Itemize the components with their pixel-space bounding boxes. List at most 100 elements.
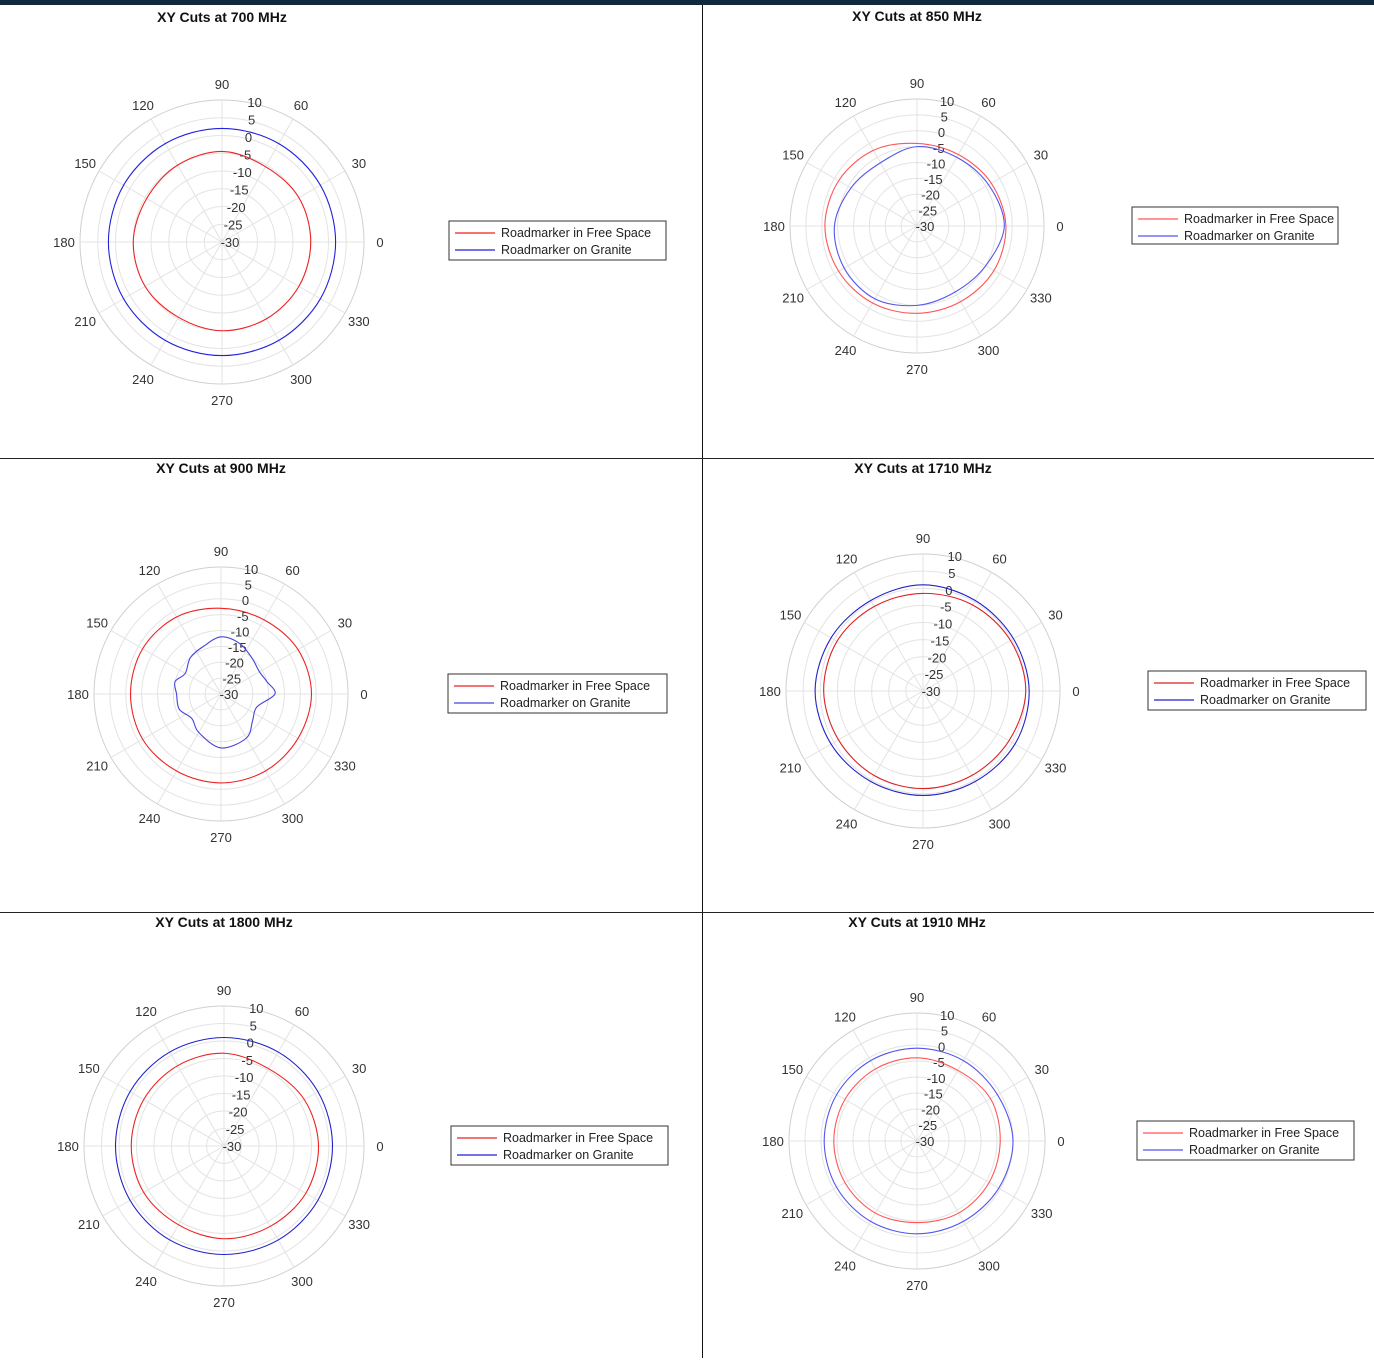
radial-tick-label: -30 bbox=[916, 219, 935, 234]
grid-spoke bbox=[102, 1075, 225, 1147]
legend: Roadmarker in Free Space Roadmarker on Gr… bbox=[1136, 1120, 1355, 1161]
grid-spoke bbox=[916, 162, 1028, 227]
radial-tick-label: -15 bbox=[228, 640, 247, 655]
angle-tick-label: 210 bbox=[74, 314, 96, 329]
series-granite-line bbox=[814, 584, 1030, 797]
chart-title: XY Cuts at 1910 MHz bbox=[848, 914, 985, 930]
grid-spoke bbox=[805, 1140, 918, 1206]
grid-spoke bbox=[806, 162, 918, 227]
radial-tick-label: -15 bbox=[232, 1087, 251, 1102]
angle-tick-label: 90 bbox=[214, 544, 228, 559]
radial-tick-label: -25 bbox=[222, 671, 241, 686]
legend-label: Roadmarker in Free Space bbox=[1200, 676, 1350, 690]
radial-tick-label: -5 bbox=[240, 148, 252, 163]
radial-tick-label: 0 bbox=[945, 583, 952, 598]
grid-spoke bbox=[221, 241, 346, 314]
angle-tick-label: 210 bbox=[782, 291, 804, 306]
grid-spoke bbox=[220, 693, 285, 805]
legend-label: Roadmarker in Free Space bbox=[501, 226, 651, 240]
grid-spoke bbox=[223, 1145, 346, 1217]
angle-tick-label: 150 bbox=[780, 608, 802, 623]
angle-tick-label: 150 bbox=[782, 148, 804, 163]
angle-tick-label: 270 bbox=[211, 393, 233, 408]
legend-label: Roadmarker on Granite bbox=[501, 243, 632, 257]
angle-tick-label: 30 bbox=[1048, 608, 1062, 623]
horizontal-divider-1 bbox=[0, 458, 1374, 459]
grid-spoke bbox=[220, 583, 285, 695]
angle-tick-label: 150 bbox=[74, 156, 96, 171]
radial-tick-label: -15 bbox=[230, 183, 249, 198]
angle-tick-label: 30 bbox=[1034, 148, 1048, 163]
grid-spoke bbox=[804, 622, 924, 692]
polar-plot: XY Cuts at 1910 MHz 0 30 60 90 120 150 180 210 24… bbox=[762, 914, 1355, 1293]
polar-chart-1: XY Cuts at 700 MHz 0 30 60 90 120 150 180 210 240… bbox=[0, 5, 702, 460]
angle-tick-label: 120 bbox=[834, 1009, 856, 1024]
angle-tick-label: 30 bbox=[1034, 1062, 1048, 1077]
radial-tick-label: 10 bbox=[247, 95, 261, 110]
polar-plot: XY Cuts at 1800 MHz 0 30 60 90 120 150 180 210 24… bbox=[57, 914, 669, 1310]
angle-tick-label: 60 bbox=[992, 551, 1006, 566]
grid-spoke bbox=[221, 170, 346, 243]
angle-tick-label: 300 bbox=[989, 817, 1011, 832]
angle-tick-label: 0 bbox=[1072, 684, 1079, 699]
angle-tick-label: 210 bbox=[780, 761, 802, 776]
grid-spoke bbox=[854, 572, 924, 692]
radial-tick-label: -30 bbox=[223, 1139, 242, 1154]
radial-tick-label: -15 bbox=[924, 172, 943, 187]
angle-tick-label: 240 bbox=[132, 372, 154, 387]
angle-tick-label: 180 bbox=[763, 219, 785, 234]
polar-chart-4: XY Cuts at 1710 MHz 0 30 60 90 120 150 180 210 24… bbox=[702, 459, 1374, 914]
angle-tick-label: 330 bbox=[1031, 1206, 1053, 1221]
grid-spoke bbox=[853, 225, 918, 337]
chart-title: XY Cuts at 1800 MHz bbox=[155, 914, 292, 930]
angle-tick-label: 0 bbox=[376, 235, 383, 250]
angle-tick-label: 60 bbox=[285, 563, 299, 578]
radial-tick-label: -20 bbox=[921, 1102, 940, 1117]
angle-tick-label: 30 bbox=[352, 156, 366, 171]
grid-spoke bbox=[221, 241, 294, 366]
radial-tick-label: -5 bbox=[241, 1053, 253, 1068]
grid-spoke bbox=[916, 1029, 982, 1142]
grid-spoke bbox=[853, 115, 918, 227]
grid-spoke bbox=[922, 690, 992, 810]
grid-spoke bbox=[223, 1075, 346, 1147]
radial-tick-label: -20 bbox=[921, 188, 940, 203]
angle-tick-label: 150 bbox=[78, 1061, 100, 1076]
grid-spoke bbox=[153, 1145, 225, 1268]
angle-tick-label: 180 bbox=[57, 1139, 79, 1154]
angle-tick-label: 60 bbox=[982, 1009, 996, 1024]
radial-tick-label: 5 bbox=[250, 1018, 257, 1033]
chart-title: XY Cuts at 1710 MHz bbox=[854, 460, 991, 476]
polar-plot: XY Cuts at 850 MHz 0 30 60 90 120 150 180 210 240… bbox=[763, 8, 1339, 377]
radial-tick-label: 5 bbox=[245, 578, 252, 593]
polar-chart-6: XY Cuts at 1910 MHz 0 30 60 90 120 150 180 210 24… bbox=[702, 913, 1374, 1368]
angle-tick-label: 240 bbox=[135, 1274, 157, 1289]
grid-spoke bbox=[805, 1076, 918, 1142]
legend-box bbox=[448, 220, 667, 261]
radial-tick-label: 5 bbox=[941, 110, 948, 125]
angle-tick-label: 300 bbox=[282, 811, 304, 826]
angle-tick-label: 180 bbox=[759, 684, 781, 699]
angle-tick-label: 330 bbox=[1045, 761, 1067, 776]
series-free-space-line bbox=[129, 607, 313, 784]
legend: Roadmarker in Free Space Roadmarker on Gr… bbox=[448, 220, 667, 261]
angle-tick-label: 300 bbox=[291, 1274, 313, 1289]
grid-spoke bbox=[852, 1029, 918, 1142]
top-border bbox=[0, 0, 1374, 5]
radial-tick-label: 0 bbox=[247, 1036, 254, 1051]
angle-tick-label: 330 bbox=[1030, 291, 1052, 306]
series-granite-line bbox=[833, 146, 1005, 307]
grid-spoke bbox=[804, 690, 924, 760]
legend: Roadmarker in Free Space Roadmarker on Gr… bbox=[1131, 206, 1339, 245]
grid-spoke bbox=[922, 622, 1042, 692]
angle-tick-label: 240 bbox=[139, 811, 161, 826]
angle-tick-label: 180 bbox=[762, 1134, 784, 1149]
grid-spoke bbox=[150, 118, 223, 243]
series-free-space-line bbox=[823, 592, 1027, 790]
angle-tick-label: 240 bbox=[834, 1259, 856, 1274]
angle-tick-label: 120 bbox=[835, 95, 857, 110]
radial-tick-label: -10 bbox=[235, 1070, 254, 1085]
series-granite-line bbox=[173, 636, 276, 749]
radial-tick-label: -30 bbox=[916, 1134, 935, 1149]
angle-tick-label: 300 bbox=[978, 1259, 1000, 1274]
